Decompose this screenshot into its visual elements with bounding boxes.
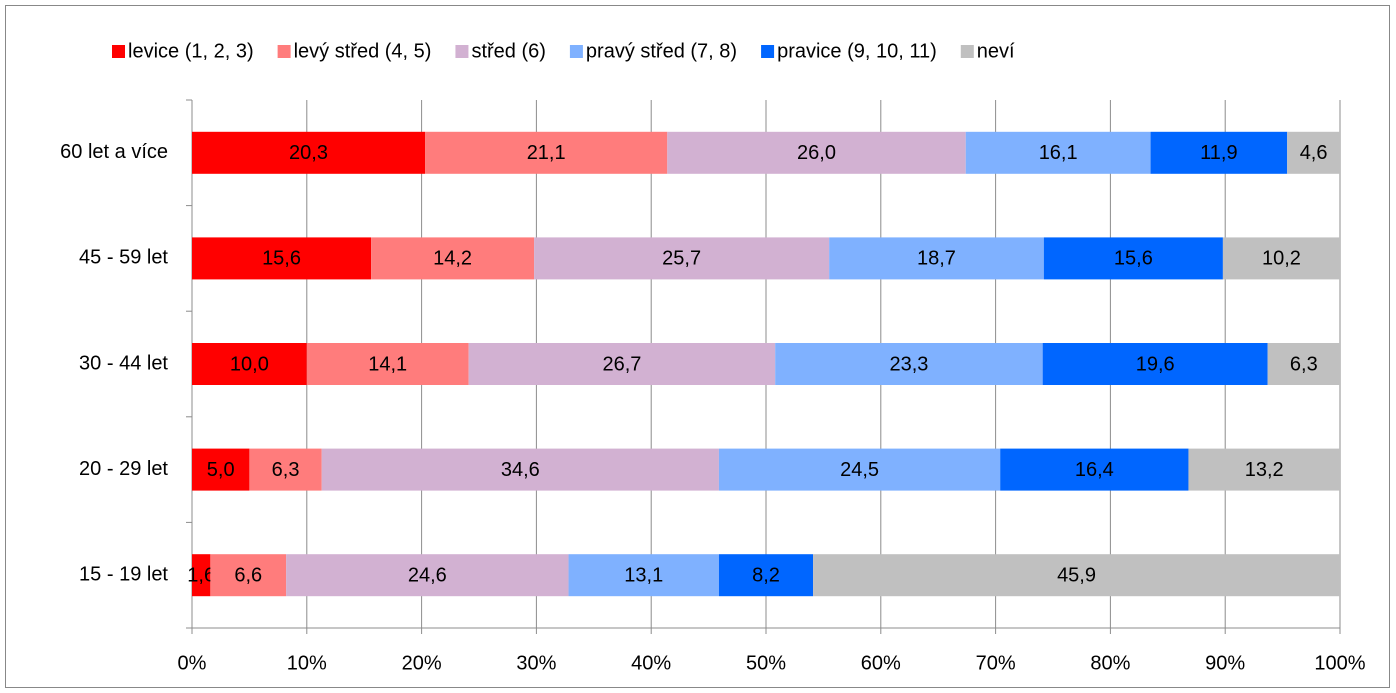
bar-segment — [1000, 448, 1189, 491]
legend-label: pravice (9, 10, 11) — [777, 40, 937, 62]
data-label: 6,3 — [1290, 353, 1318, 375]
data-label: 10,2 — [1262, 248, 1301, 270]
data-label: 14,2 — [433, 248, 472, 270]
legend-label: pravý střed (7, 8) — [586, 40, 737, 62]
bar-segment — [192, 554, 211, 597]
bar-segment — [775, 343, 1043, 385]
data-label: 6,6 — [234, 564, 262, 586]
x-tick-label: 100% — [1314, 652, 1365, 674]
x-tick-label: 30% — [516, 652, 556, 674]
data-label: 15,6 — [262, 248, 301, 270]
bar-segment — [306, 343, 469, 385]
bar-segment — [425, 131, 668, 174]
bar-segment — [1222, 237, 1340, 280]
bar-segment — [192, 448, 250, 491]
data-label: 24,5 — [840, 459, 879, 481]
bar-segment — [534, 237, 830, 280]
bar-segment — [718, 448, 1001, 491]
bar-segment — [1042, 343, 1268, 385]
legend-swatch — [569, 45, 583, 58]
bar-segment — [1287, 131, 1340, 174]
data-label: 45,9 — [1057, 564, 1096, 586]
bar-segment — [1043, 237, 1223, 280]
x-tick-label: 10% — [287, 652, 327, 674]
bar-segment — [813, 554, 1340, 597]
bar-segment — [829, 237, 1044, 280]
data-label: 23,3 — [889, 353, 928, 375]
data-label: 16,1 — [1039, 142, 1078, 164]
data-label: 14,1 — [368, 353, 407, 375]
data-label: 19,6 — [1136, 353, 1175, 375]
bar-segment — [568, 554, 719, 597]
bar-segment — [192, 237, 372, 280]
data-label: 6,3 — [272, 459, 300, 481]
legend-swatch — [112, 45, 125, 58]
x-tick-label: 40% — [631, 652, 671, 674]
bar-segment — [192, 131, 426, 174]
y-tick-label: 30 - 44 let — [79, 352, 168, 374]
legend-label: levý střed (4, 5) — [294, 40, 432, 62]
bar-segment — [1188, 448, 1340, 491]
data-label: 16,4 — [1075, 459, 1114, 481]
x-tick-label: 50% — [746, 652, 786, 674]
legend-swatch — [277, 45, 291, 58]
bar-segment — [321, 448, 719, 491]
bar-segment — [468, 343, 776, 385]
y-tick-label: 60 let a více — [60, 141, 168, 163]
legend-swatch — [761, 45, 775, 58]
bar-segment — [718, 554, 814, 597]
x-tick-label: 70% — [976, 652, 1016, 674]
bar-segment — [1150, 131, 1288, 174]
data-label: 26,7 — [602, 353, 641, 375]
legend-label: střed (6) — [471, 40, 545, 62]
data-label: 25,7 — [662, 248, 701, 270]
data-label: 5,0 — [207, 459, 235, 481]
x-tick-label: 80% — [1090, 652, 1130, 674]
data-label: 4,6 — [1300, 142, 1328, 164]
bar-segment — [249, 448, 322, 491]
x-tick-label: 0% — [178, 652, 207, 674]
y-tick-label: 20 - 29 let — [79, 458, 168, 480]
bar-segment — [667, 131, 966, 174]
data-label: 13,2 — [1245, 459, 1284, 481]
y-tick-label: 15 - 19 let — [79, 563, 168, 585]
bar-segment — [1267, 343, 1340, 385]
data-label: 10,0 — [230, 353, 269, 375]
x-tick-label: 90% — [1205, 652, 1245, 674]
bar-segment — [371, 237, 535, 280]
data-label: 24,6 — [408, 564, 447, 586]
bar-segment — [286, 554, 569, 597]
data-label: 15,6 — [1114, 248, 1153, 270]
data-label: 34,6 — [501, 459, 540, 481]
data-label: 11,9 — [1200, 142, 1237, 164]
legend-label: neví — [977, 40, 1015, 62]
legend-swatch — [455, 45, 469, 58]
data-label: 13,1 — [624, 564, 663, 586]
legend-label: levice (1, 2, 3) — [128, 40, 254, 62]
legend-swatch — [960, 45, 974, 58]
data-label: 8,2 — [752, 564, 780, 586]
x-tick-label: 60% — [861, 652, 901, 674]
bar-segment — [210, 554, 287, 597]
bar-segment — [965, 131, 1151, 174]
x-tick-label: 20% — [402, 652, 442, 674]
data-label: 21,1 — [527, 142, 566, 164]
data-label: 1,6 — [187, 564, 215, 586]
data-label: 26,0 — [797, 142, 836, 164]
data-label: 20,3 — [289, 142, 328, 164]
data-label: 18,7 — [917, 248, 956, 270]
y-tick-label: 45 - 59 let — [79, 247, 168, 269]
bar-segment — [192, 343, 307, 385]
